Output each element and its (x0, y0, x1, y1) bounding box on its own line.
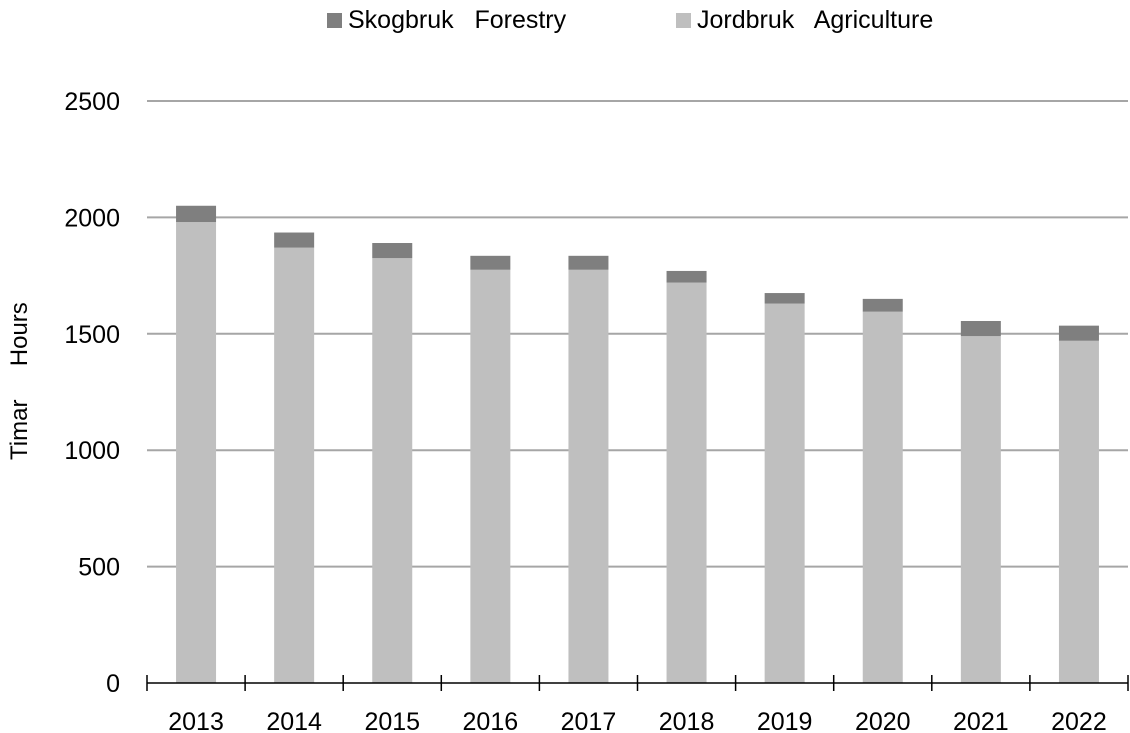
x-tick-label-2016: 2016 (463, 708, 519, 733)
bar-agriculture-2020 (862, 311, 903, 683)
bar-agriculture-2016 (470, 269, 511, 683)
bar-forestry-2013 (176, 205, 217, 223)
legend-label-agriculture: Jordbruk Agriculture (697, 6, 934, 34)
bar-agriculture-2013 (176, 222, 217, 683)
x-tick-label-2017: 2017 (561, 708, 617, 733)
bar-forestry-2014 (274, 232, 315, 248)
bar-forestry-2020 (862, 298, 903, 312)
y-tick-label-2000: 2000 (64, 204, 120, 232)
legend-swatch-forestry (327, 13, 342, 28)
legend: Skogbruk Forestry Jordbruk Agriculture (0, 6, 1130, 40)
bar-agriculture-2018 (666, 282, 707, 683)
bar-forestry-2017 (568, 255, 609, 270)
y-tick-label-1000: 1000 (64, 437, 120, 465)
x-tick-label-2021: 2021 (953, 708, 1009, 733)
legend-item-forestry: Skogbruk Forestry (327, 6, 566, 35)
y-tick-label-2500: 2500 (64, 88, 120, 116)
x-tick-label-2013: 2013 (168, 708, 224, 733)
x-tick-label-2015: 2015 (364, 708, 420, 733)
legend-item-agriculture: Jordbruk Agriculture (676, 6, 933, 35)
bar-agriculture-2022 (1058, 340, 1099, 683)
bar-agriculture-2019 (764, 303, 805, 683)
bar-forestry-2016 (470, 255, 511, 270)
x-tick-label-2019: 2019 (757, 708, 813, 733)
x-tick-label-2020: 2020 (855, 708, 911, 733)
x-tick-label-2018: 2018 (659, 708, 715, 733)
bar-forestry-2022 (1058, 325, 1099, 341)
bar-forestry-2019 (764, 293, 805, 304)
bar-agriculture-2021 (960, 336, 1001, 683)
x-tick-label-2022: 2022 (1051, 708, 1107, 733)
legend-swatch-agriculture (676, 13, 691, 28)
x-tick-label-2014: 2014 (266, 708, 322, 733)
bar-forestry-2018 (666, 270, 707, 283)
legend-label-forestry: Skogbruk Forestry (348, 6, 567, 34)
y-tick-label-0: 0 (106, 670, 120, 698)
bar-agriculture-2015 (372, 258, 413, 683)
y-tick-label-1500: 1500 (64, 321, 120, 349)
bar-agriculture-2017 (568, 269, 609, 683)
bar-forestry-2021 (960, 320, 1001, 337)
bar-agriculture-2014 (274, 247, 315, 683)
bar-forestry-2015 (372, 243, 413, 259)
y-tick-label-500: 500 (78, 554, 120, 582)
